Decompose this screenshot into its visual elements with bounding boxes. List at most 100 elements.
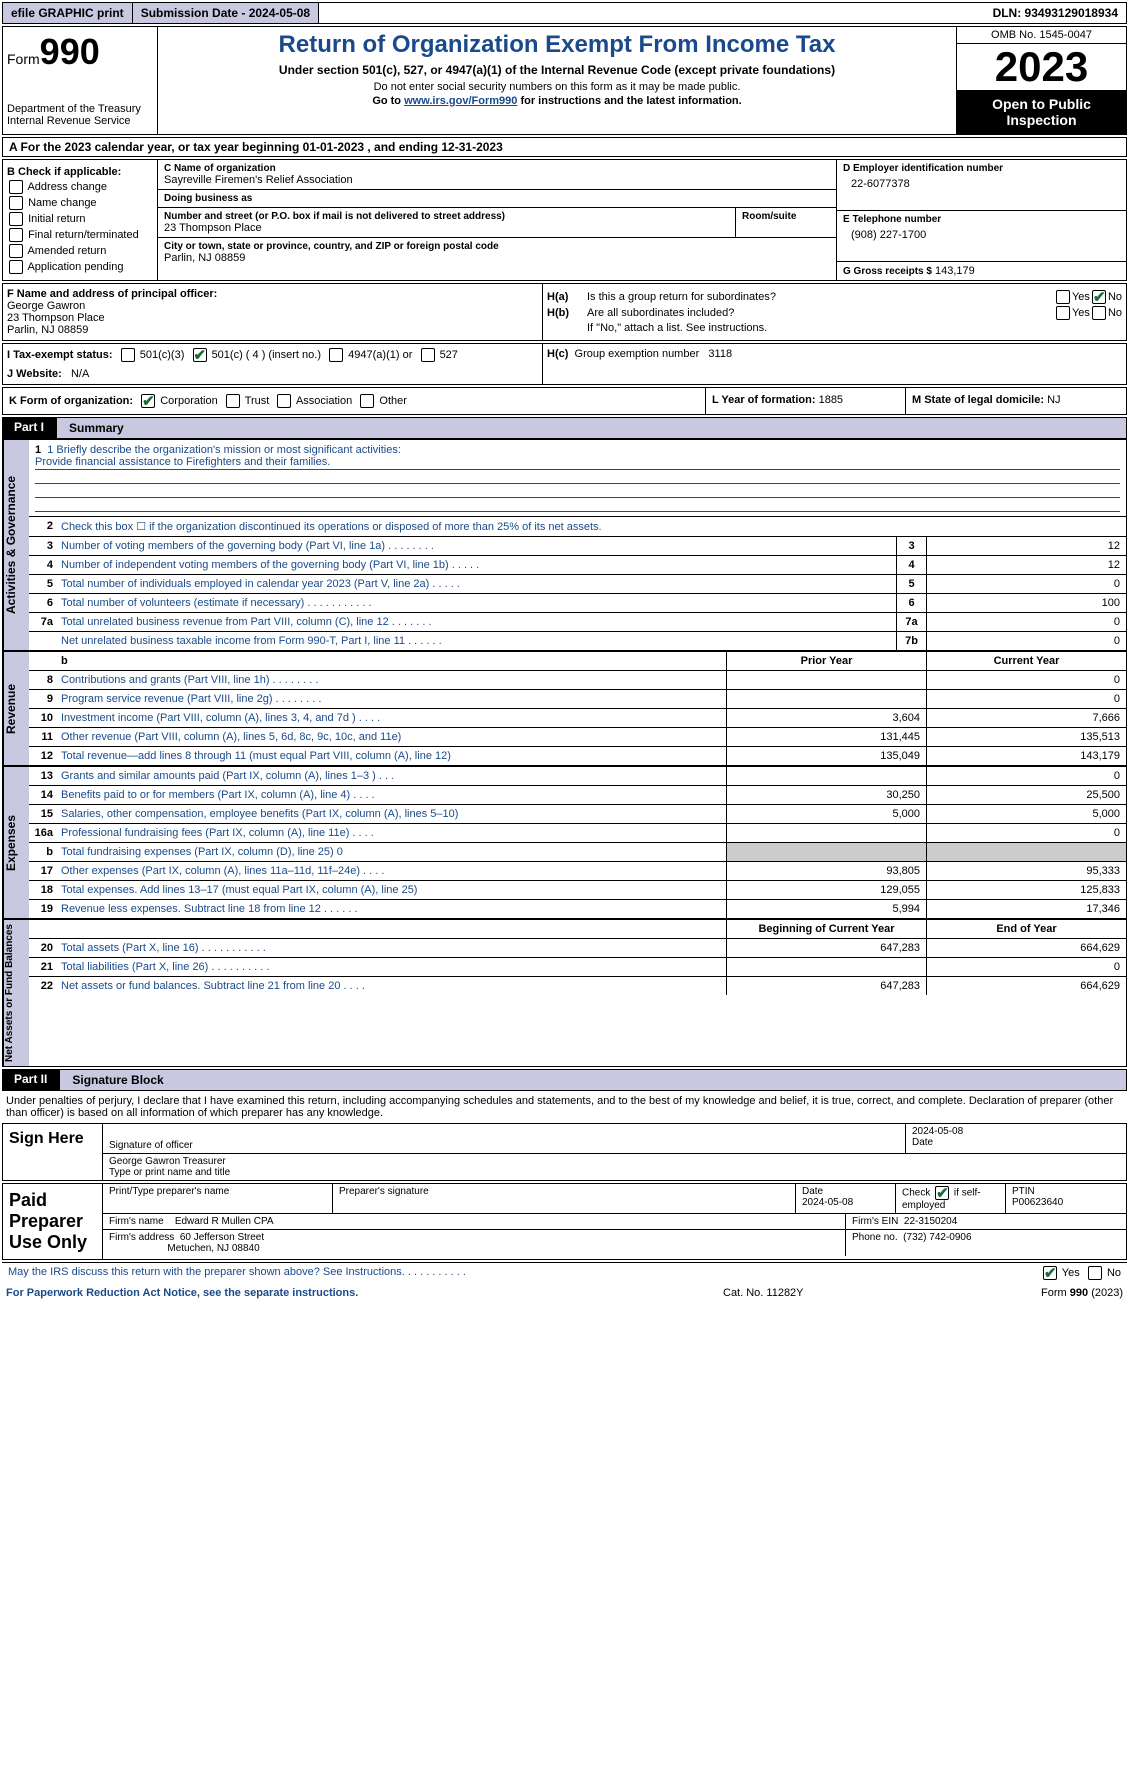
- room-cell: Room/suite: [736, 208, 836, 237]
- part1-title: Summary: [56, 417, 1127, 439]
- irs-link[interactable]: www.irs.gov/Form990: [404, 95, 517, 107]
- beg-year-hdr: Beginning of Current Year: [726, 920, 926, 938]
- chk-amended[interactable]: Amended return: [7, 244, 153, 258]
- ha-row: H(a) Is this a group return for subordin…: [547, 290, 1122, 304]
- no-label: No: [1108, 291, 1122, 303]
- chk-corp[interactable]: [141, 394, 155, 408]
- prep-row2: Firm's name Edward R Mullen CPA Firm's E…: [103, 1214, 1126, 1230]
- dba-cell: Doing business as: [158, 190, 836, 208]
- chk-527[interactable]: [421, 348, 435, 362]
- sig-date-label: Date: [912, 1137, 1120, 1148]
- hb-no-chk[interactable]: [1092, 306, 1106, 320]
- footer-catno: Cat. No. 11282Y: [723, 1287, 923, 1299]
- chk-other[interactable]: [360, 394, 374, 408]
- col-deg: D Employer identification number 22-6077…: [836, 160, 1126, 280]
- gov-row: 6Total number of volunteers (estimate if…: [29, 594, 1126, 613]
- street: 23 Thompson Place: [164, 222, 729, 234]
- sig-name: George Gawron Treasurer: [109, 1156, 1120, 1167]
- gov-row: 5Total number of individuals employed in…: [29, 575, 1126, 594]
- officer-name: George Gawron: [7, 300, 538, 312]
- form-subtitle: Under section 501(c), 527, or 4947(a)(1)…: [162, 63, 952, 77]
- chk-501c3[interactable]: [121, 348, 135, 362]
- ptin: P00623640: [1012, 1197, 1120, 1208]
- chk-app-pending[interactable]: Application pending: [7, 260, 153, 274]
- yes-label: Yes: [1072, 291, 1090, 303]
- chk-501c[interactable]: [193, 348, 207, 362]
- form-prefix: Form: [7, 51, 40, 67]
- chk-name-change[interactable]: Name change: [7, 196, 153, 210]
- mission-text: Provide financial assistance to Firefigh…: [35, 456, 1120, 470]
- gov-row: 4Number of independent voting members of…: [29, 556, 1126, 575]
- efile-print-button[interactable]: efile GRAPHIC print: [3, 3, 133, 23]
- sig-row2: George Gawron Treasurer Type or print na…: [103, 1154, 1126, 1180]
- exp-body: 13Grants and similar amounts paid (Part …: [29, 767, 1126, 918]
- gov-row: 2Check this box ☐ if the organization di…: [29, 517, 1126, 537]
- exp-row: 15Salaries, other compensation, employee…: [29, 805, 1126, 824]
- discuss-no-chk[interactable]: [1088, 1266, 1102, 1280]
- mission-line4: [35, 498, 1120, 512]
- form-number: Form990: [7, 31, 153, 73]
- prior-year-hdr: Prior Year: [726, 652, 926, 670]
- col-b-header: B Check if applicable:: [7, 166, 153, 178]
- sig-row1: Signature of officer 2024-05-08 Date: [103, 1124, 1126, 1154]
- city-label: City or town, state or province, country…: [164, 241, 830, 252]
- spacer: [319, 3, 984, 23]
- vtab-gov: Activities & Governance: [3, 440, 29, 650]
- chk-4947[interactable]: [329, 348, 343, 362]
- chk-self-emp[interactable]: [935, 1186, 949, 1200]
- goto-pre: Go to: [372, 95, 404, 107]
- prep-sig-label: Preparer's signature: [333, 1184, 796, 1213]
- prep-selfemp-cell: Check if self-employed: [896, 1184, 1006, 1213]
- dept-treasury: Department of the Treasury Internal Reve…: [7, 103, 153, 127]
- street-cell: Number and street (or P.O. box if mail i…: [158, 208, 736, 237]
- firm-name-cell: Firm's name Edward R Mullen CPA: [103, 1214, 846, 1229]
- row-a-tax-year: A For the 2023 calendar year, or tax yea…: [2, 137, 1127, 157]
- exp-row: 19Revenue less expenses. Subtract line 1…: [29, 900, 1126, 918]
- dba-label: Doing business as: [164, 193, 830, 204]
- chk-label: Check: [902, 1188, 930, 1199]
- hc-label: H(c): [547, 348, 568, 360]
- sig-officer: Signature of officer: [103, 1124, 906, 1153]
- prep-date: 2024-05-08: [802, 1197, 889, 1208]
- prep-name-label: Print/Type preparer's name: [103, 1184, 333, 1213]
- ha-text: Is this a group return for subordinates?: [587, 291, 1054, 303]
- sig-declaration: Under penalties of perjury, I declare th…: [2, 1093, 1127, 1121]
- discuss-yes-chk[interactable]: [1043, 1266, 1057, 1280]
- ha-no-chk[interactable]: [1092, 290, 1106, 304]
- section-bcdeg: B Check if applicable: Address change Na…: [2, 159, 1127, 281]
- tax-exempt-row: I Tax-exempt status: 501(c)(3) 501(c) ( …: [7, 348, 538, 362]
- col-l: L Year of formation: 1885: [706, 388, 906, 414]
- gov-body: 1 1 Briefly describe the organization's …: [29, 440, 1126, 650]
- form-title: Return of Organization Exempt From Incom…: [162, 31, 952, 59]
- rev-row: 9Program service revenue (Part VIII, lin…: [29, 690, 1126, 709]
- footer-notice: For Paperwork Reduction Act Notice, see …: [6, 1287, 723, 1299]
- ha-yes-chk[interactable]: [1056, 290, 1070, 304]
- sig-name-cell: George Gawron Treasurer Type or print na…: [103, 1154, 1126, 1180]
- ein-label: D Employer identification number: [843, 163, 1120, 174]
- col-m: M State of legal domicile: NJ: [906, 388, 1126, 414]
- firm-phone-cell: Phone no. (732) 742-0906: [846, 1230, 1126, 1256]
- submission-date: Submission Date - 2024-05-08: [133, 3, 319, 23]
- city-cell: City or town, state or province, country…: [158, 238, 836, 267]
- k-label: K Form of organization:: [9, 395, 133, 407]
- sig-of-label: Signature of officer: [109, 1140, 899, 1151]
- officer-addr1: 23 Thompson Place: [7, 312, 538, 324]
- chk-address-change[interactable]: Address change: [7, 180, 153, 194]
- chk-initial-return[interactable]: Initial return: [7, 212, 153, 226]
- chk-assoc[interactable]: [277, 394, 291, 408]
- exp-row: 14Benefits paid to or for members (Part …: [29, 786, 1126, 805]
- header-mid: Return of Organization Exempt From Incom…: [158, 27, 956, 134]
- col-hc: H(c) Group exemption number 3118: [543, 344, 1126, 384]
- goto-post: for instructions and the latest informat…: [517, 95, 741, 107]
- footer-form: Form 990 (2023): [923, 1287, 1123, 1299]
- firm-name: Edward R Mullen CPA: [175, 1216, 274, 1227]
- na-row: 22Net assets or fund balances. Subtract …: [29, 977, 1126, 995]
- part2-header: Part II Signature Block: [2, 1069, 1127, 1091]
- part1-tag: Part I: [2, 417, 56, 439]
- hb-yes-chk[interactable]: [1056, 306, 1070, 320]
- officer-addr2: Parlin, NJ 08859: [7, 324, 538, 336]
- exp-row: 17Other expenses (Part IX, column (A), l…: [29, 862, 1126, 881]
- chk-trust[interactable]: [226, 394, 240, 408]
- tax-year: 2023: [957, 44, 1126, 90]
- chk-final-return[interactable]: Final return/terminated: [7, 228, 153, 242]
